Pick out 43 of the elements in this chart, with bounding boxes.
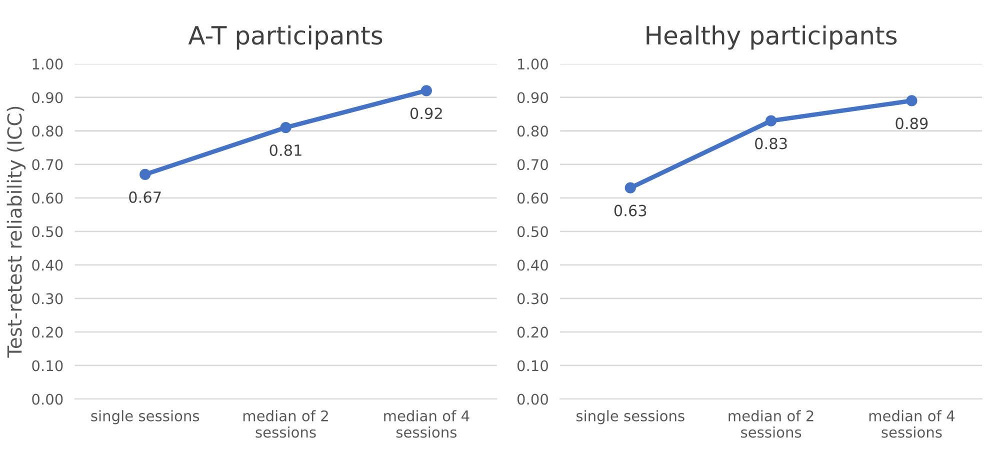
y-tick-label: 0.20 (32, 326, 63, 338)
y-tick-label: 0.70 (32, 159, 63, 170)
x-tick-label: single sessions (576, 410, 684, 424)
chart-title: Healthy participants (646, 25, 897, 50)
point (906, 95, 918, 106)
y-tick-label: 0.10 (32, 360, 63, 372)
y-tick-label: 0.30 (517, 293, 548, 304)
point (140, 168, 151, 180)
x-tick-label: single sessions (91, 410, 200, 424)
y-tick-label: 0.00 (517, 394, 548, 405)
y-tick-label: 1.00 (518, 58, 548, 70)
y-tick-label: 0.30 (32, 293, 63, 304)
data-label: 0.67 (129, 191, 161, 203)
y-tick-label: 1.00 (32, 58, 63, 70)
y-tick-label: 0.50 (32, 226, 63, 238)
y-tick-label: 0.80 (517, 126, 548, 137)
x-tick-label: median of 4 sessions (384, 410, 470, 438)
y-tick-label: 0.70 (517, 159, 548, 170)
y-tick-label: 0.40 (32, 260, 63, 271)
x-tick-label: median of 4 sessions (869, 410, 955, 438)
y-tick-label: 0.40 (517, 260, 548, 271)
chart-title: A-T participants (188, 25, 382, 50)
point (280, 122, 292, 134)
point (420, 85, 432, 96)
y-tick-label: 0.20 (517, 326, 548, 338)
y-tick-label: 0.60 (517, 192, 548, 204)
y-tick-label: 0.00 (32, 394, 63, 405)
y-axis-title: Test-retest reliability (ICC) (6, 106, 26, 358)
x-tick-label: median of 2 sessions (728, 410, 814, 438)
data-label: 0.83 (755, 138, 787, 150)
y-tick-label: 0.80 (32, 126, 63, 137)
x-tick-label: median of 2 sessions (243, 410, 328, 438)
y-tick-label: 0.90 (32, 92, 63, 104)
y-tick-label: 0.90 (517, 92, 548, 104)
y-tick-label: 0.50 (517, 226, 548, 238)
data-label: 0.63 (614, 204, 646, 216)
data-label: 0.81 (270, 144, 302, 156)
point (624, 182, 636, 194)
data-label: 0.92 (410, 108, 442, 120)
y-tick-label: 0.60 (32, 192, 63, 204)
point (765, 115, 777, 126)
y-tick-label: 0.10 (517, 360, 548, 372)
data-label: 0.89 (896, 118, 928, 130)
